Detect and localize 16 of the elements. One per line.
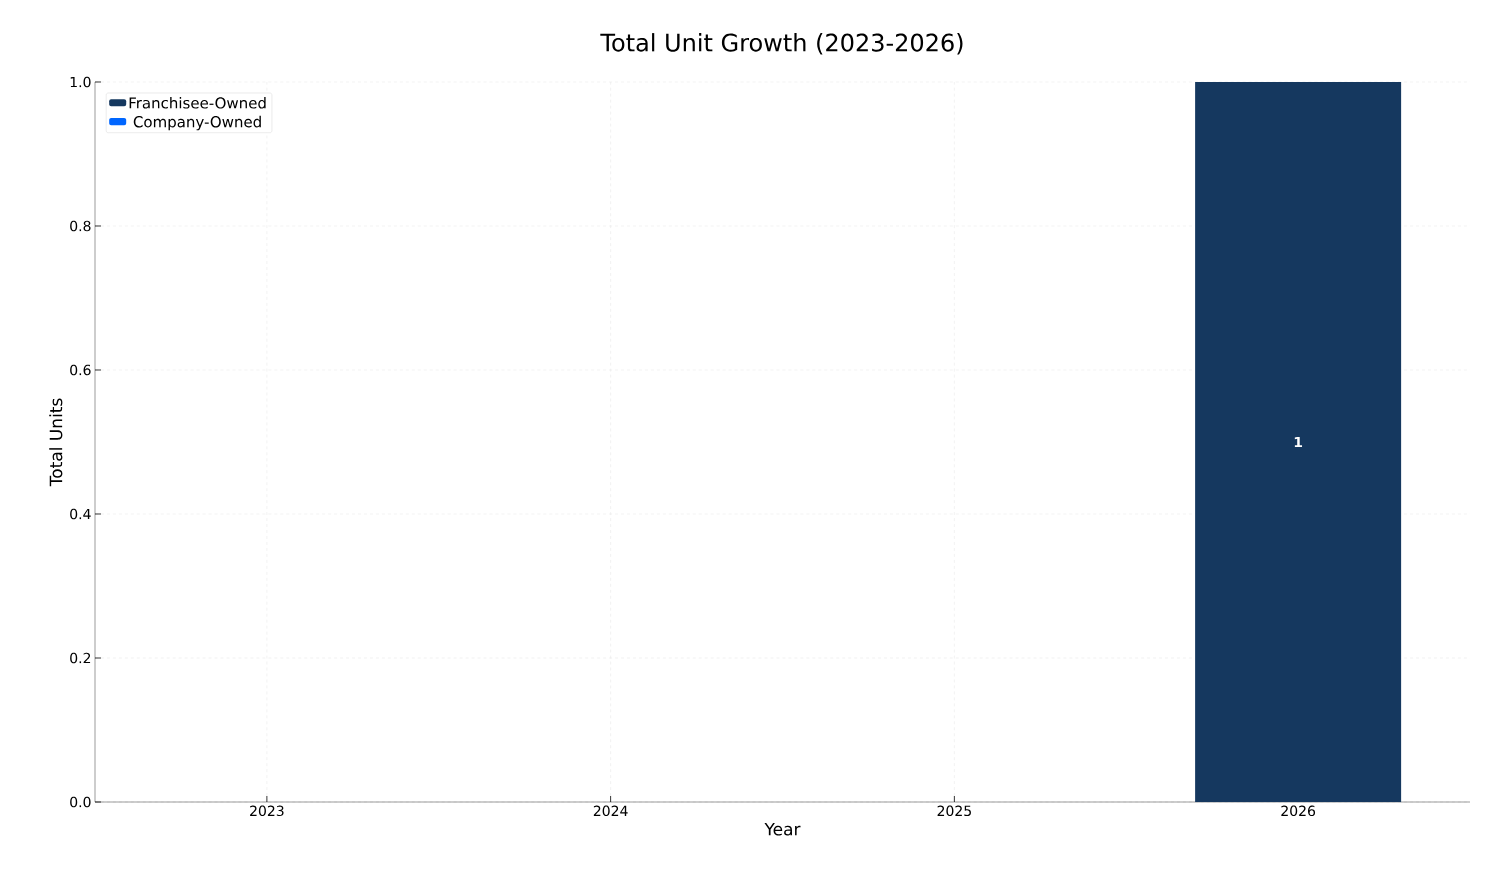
legend-label: Franchisee-Owned xyxy=(129,96,266,109)
chart-title: Total Unit Growth (2023-2026) xyxy=(600,33,963,55)
x-tick-label: 2026 xyxy=(1281,805,1316,817)
legend-label: Company-Owned xyxy=(133,115,261,131)
y-tick-label: 0.8 xyxy=(70,220,91,232)
x-tick-label: 2024 xyxy=(593,805,628,817)
y-tick-label: 1.0 xyxy=(70,76,91,88)
data-label: 1 xyxy=(1294,436,1303,448)
x-tick-label: 2025 xyxy=(937,805,971,817)
y-axis-title: Total Units xyxy=(49,398,63,487)
y-tick-label: 0.2 xyxy=(70,652,91,664)
y-tick-label: 0.0 xyxy=(70,796,91,808)
x-tick-label: 2023 xyxy=(250,805,284,817)
y-tick-label: 0.6 xyxy=(70,364,91,376)
x-axis-title: Year xyxy=(764,822,801,836)
y-tick-label: 0.4 xyxy=(70,508,91,520)
